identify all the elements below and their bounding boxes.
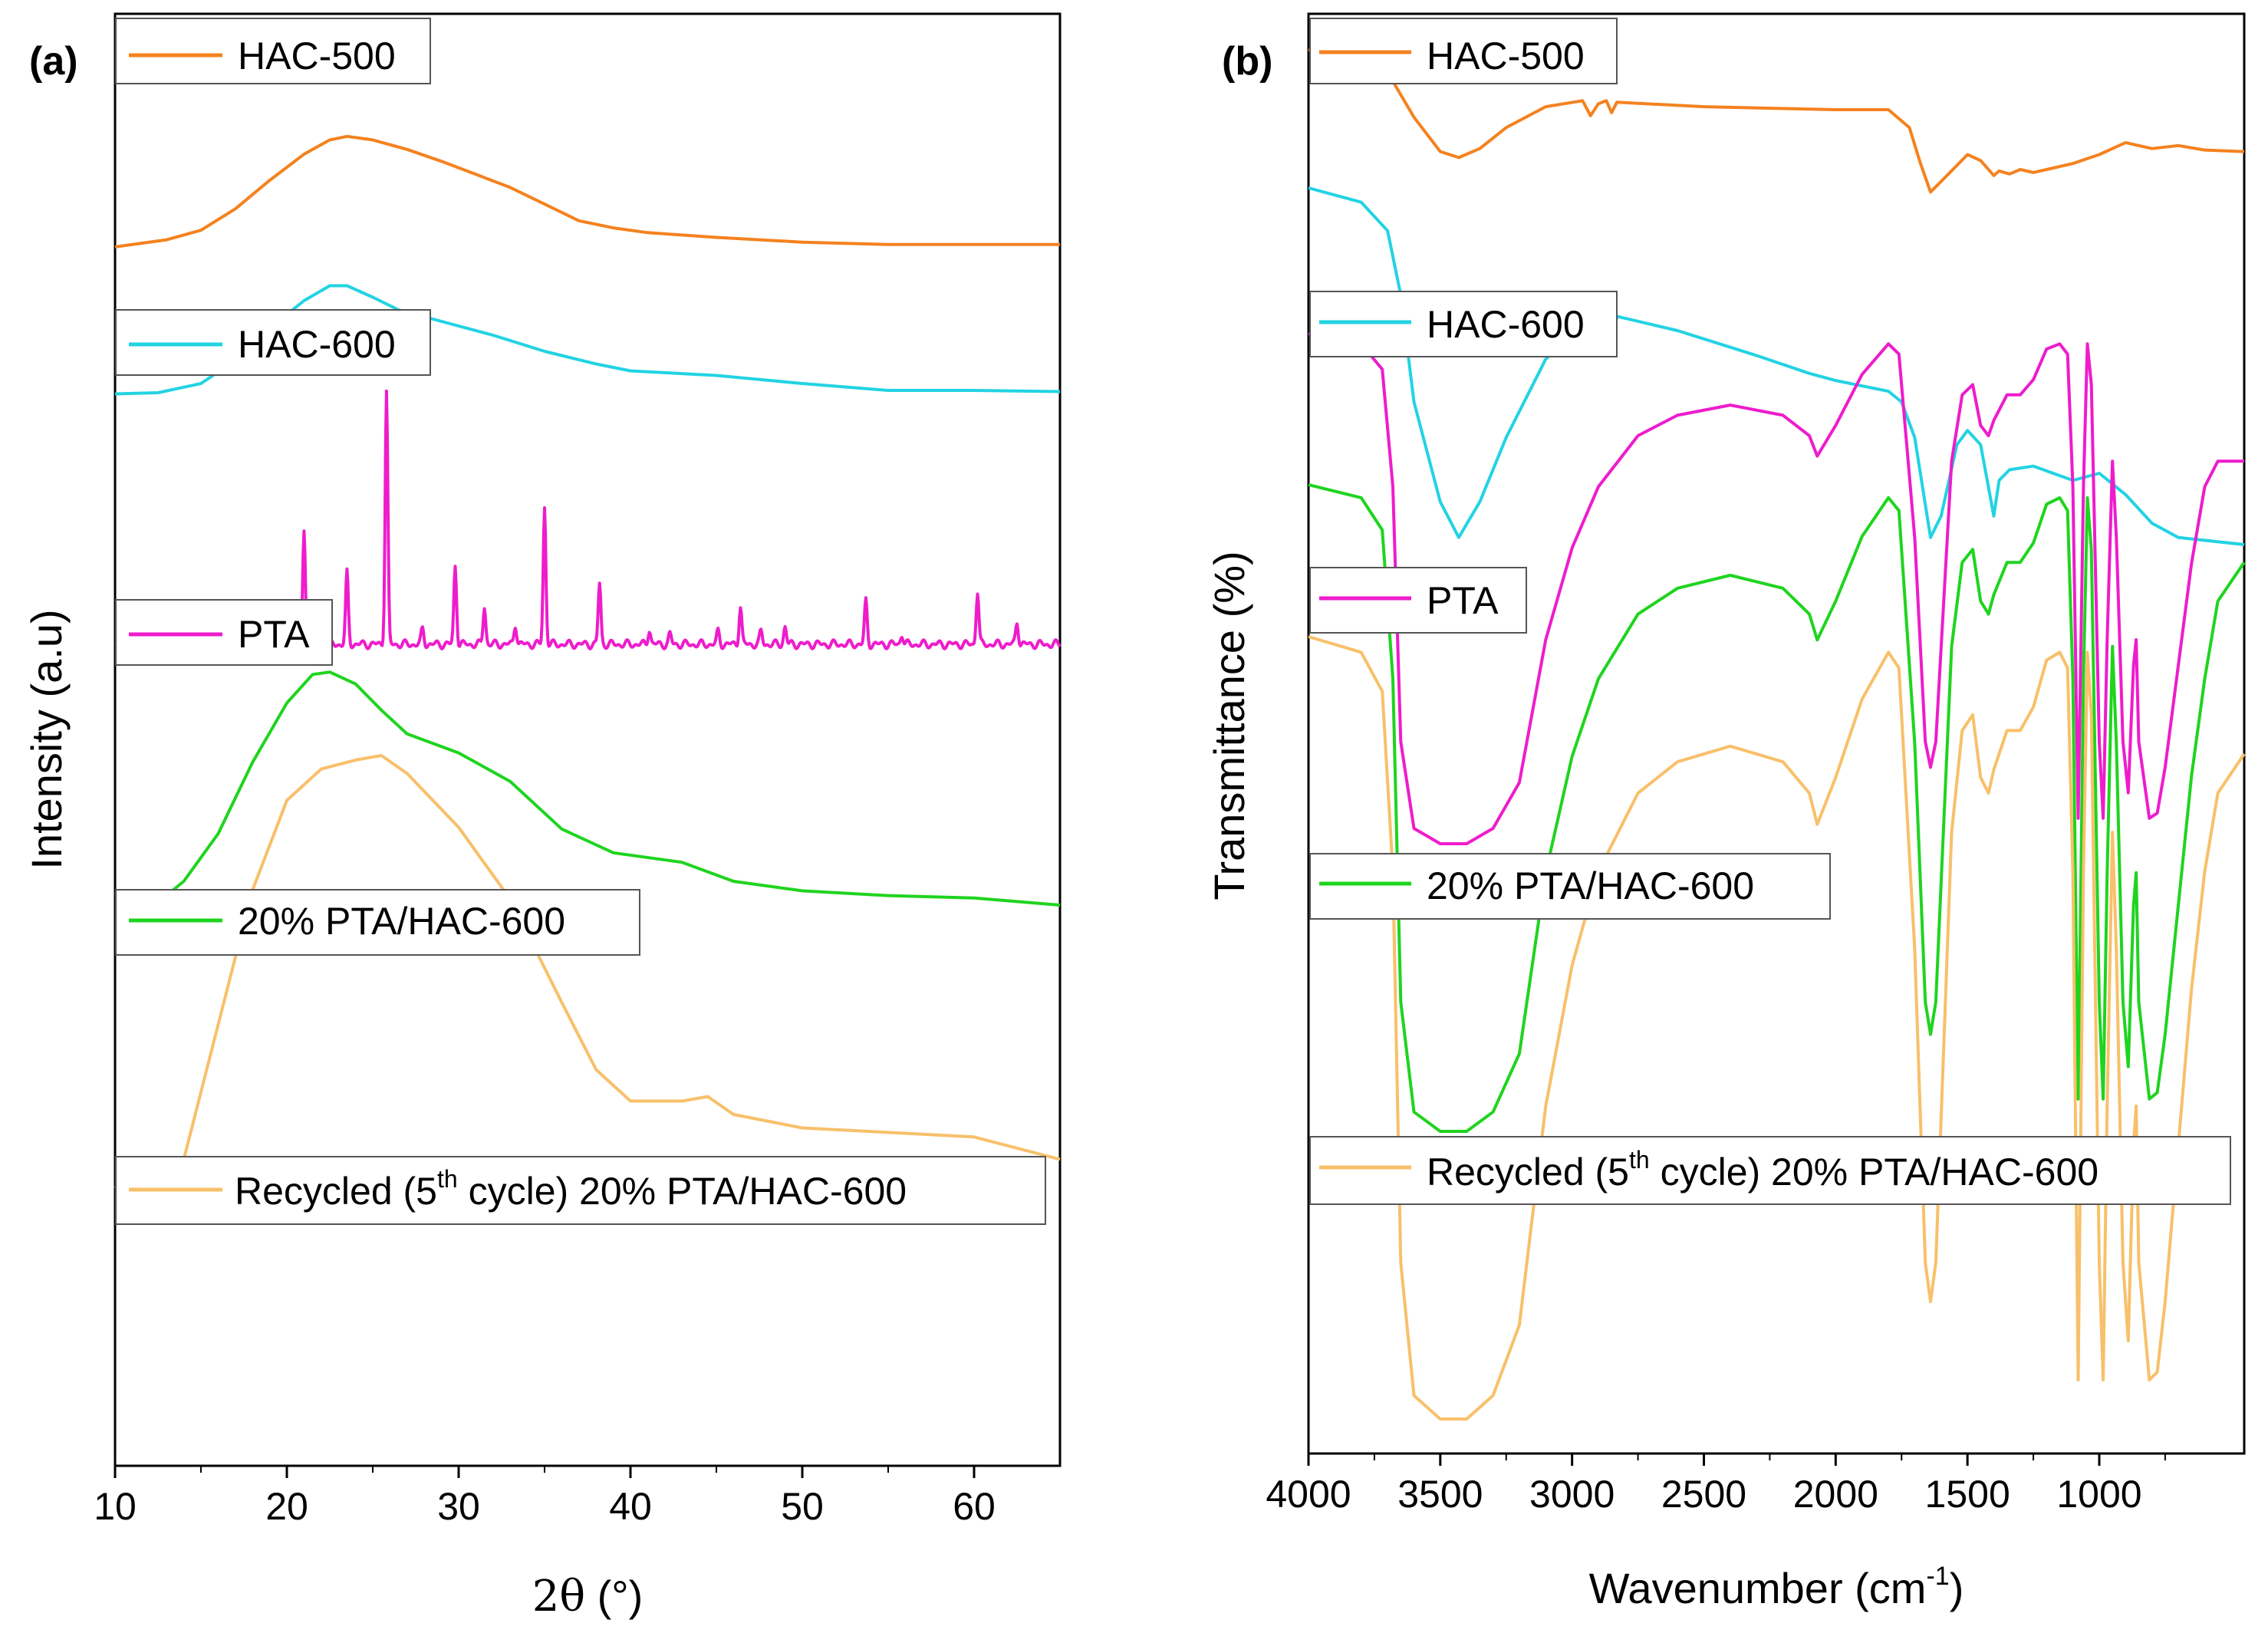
panel-a: (a) 10 20 30 40 50 60 HAC-500 HAC-600 PTA 20%… xyxy=(22,12,1062,1621)
x-tick-label-a-3: 40 xyxy=(609,1485,652,1528)
legend-b-hac500: HAC-500 xyxy=(1309,18,1618,84)
legend-a-recycled-sup: th xyxy=(437,1165,458,1193)
series-line-b-2 xyxy=(1308,186,2245,546)
panel-b-y-axis-label: Transmittance (%) xyxy=(1205,551,1253,900)
legend-a-pta-hac: 20% PTA/HAC-600 xyxy=(115,889,640,956)
x-tick-label-b-1: 3500 xyxy=(1397,1473,1483,1516)
legend-a-pta: PTA xyxy=(115,599,333,666)
x-tick-label-b-5: 1500 xyxy=(1925,1473,2010,1516)
panel-a-x-axis-label-unit: (°) xyxy=(597,1572,644,1620)
x-tick-label-a-1: 20 xyxy=(265,1485,308,1528)
legend-b-recycled-text-1: Recycled (5 xyxy=(1427,1151,1629,1193)
legend-b-pta-hac-label: 20% PTA/HAC-600 xyxy=(1427,864,1754,907)
legend-b-pta: PTA xyxy=(1309,567,1527,634)
legend-b-recycled: Recycled (5th cycle) 20% PTA/HAC-600 xyxy=(1309,1136,2231,1205)
legend-a-recycled-text-1: Recycled (5 xyxy=(235,1170,437,1213)
x-tick-label-b-0: 4000 xyxy=(1266,1473,1351,1516)
panel-b: (b) 4000 3500 3000 2500 2000 1500 1000 HAC-500… xyxy=(1205,12,2246,1612)
x-tick-label-a-0: 10 xyxy=(94,1485,137,1528)
x-tick-label-b-3: 2500 xyxy=(1661,1473,1746,1516)
panel-b-plot-frame xyxy=(1307,12,2246,1455)
panel-b-x-axis-label-end: ) xyxy=(1950,1564,1964,1612)
legend-a-recycled-text-2: cycle) 20% PTA/HAC-600 xyxy=(458,1170,907,1213)
x-tick-label-b-6: 1000 xyxy=(2056,1473,2141,1516)
legend-a-hac500-label: HAC-500 xyxy=(238,35,396,77)
legend-a-pta-hac-label: 20% PTA/HAC-600 xyxy=(238,900,565,943)
panel-b-x-axis-label-sup: -1 xyxy=(1926,1562,1949,1591)
series-line-a-1 xyxy=(114,134,1060,249)
legend-a-recycled: Recycled (5th cycle) 20% PTA/HAC-600 xyxy=(115,1156,1046,1225)
panel-a-x-ticks: 10 20 30 40 50 60 xyxy=(94,1466,996,1528)
panel-b-series-group xyxy=(1308,48,2246,1421)
panel-a-x-axis-label: 2θ (°) xyxy=(532,1572,644,1621)
legend-b-recycled-box xyxy=(1309,1136,2231,1205)
legend-b-hac600-label: HAC-600 xyxy=(1427,303,1585,346)
x-tick-label-a-2: 30 xyxy=(437,1485,480,1528)
legend-b-pta-label: PTA xyxy=(1427,579,1499,622)
x-tick-label-b-4: 2000 xyxy=(1793,1473,1878,1516)
legend-a-hac600-label: HAC-600 xyxy=(238,323,396,366)
panel-a-x-axis-label-main: 2θ xyxy=(532,1572,585,1621)
panel-b-label: (b) xyxy=(1222,39,1272,84)
legend-a-hac500-box xyxy=(115,18,431,84)
panel-b-x-ticks: 4000 3500 3000 2500 2000 1500 1000 xyxy=(1266,1454,2166,1516)
legend-b-pta-hac: 20% PTA/HAC-600 xyxy=(1309,853,1831,920)
legend-b-recycled-sup: th xyxy=(1629,1146,1650,1174)
x-tick-label-a-4: 50 xyxy=(781,1485,824,1528)
legend-a-pta-label: PTA xyxy=(238,613,310,656)
legend-b-recycled-label: Recycled (5th cycle) 20% PTA/HAC-600 xyxy=(1427,1146,2098,1193)
panel-b-x-axis-label-main: Wavenumber (cm xyxy=(1589,1564,1927,1612)
legend-b-hac500-label: HAC-500 xyxy=(1427,35,1585,77)
legend-b-pta-hac-box xyxy=(1309,853,1831,920)
series-line-b-3 xyxy=(1308,332,2244,845)
panel-a-plot-frame xyxy=(114,12,1062,1467)
legend-a-recycled-box xyxy=(115,1156,1046,1225)
legend-a-hac500: HAC-500 xyxy=(115,18,431,84)
series-line-a-4 xyxy=(114,670,1061,907)
panel-a-label: (a) xyxy=(29,39,78,84)
x-tick-label-a-5: 60 xyxy=(953,1485,996,1528)
legend-b-hac600: HAC-600 xyxy=(1309,291,1618,357)
x-tick-label-b-2: 3000 xyxy=(1529,1473,1615,1516)
legend-b-recycled-text-2: cycle) 20% PTA/HAC-600 xyxy=(1650,1151,2098,1193)
panel-a-series-group xyxy=(114,134,1062,1206)
panel-b-x-axis-label: Wavenumber (cm-1) xyxy=(1589,1562,1964,1612)
legend-a-hac600: HAC-600 xyxy=(115,309,431,376)
series-line-a-5 xyxy=(114,754,1061,1206)
legend-a-recycled-label: Recycled (5th cycle) 20% PTA/HAC-600 xyxy=(235,1165,907,1213)
series-line-b-1 xyxy=(1308,48,2245,194)
panel-a-y-axis-label: Intensity (a.u) xyxy=(22,609,71,869)
